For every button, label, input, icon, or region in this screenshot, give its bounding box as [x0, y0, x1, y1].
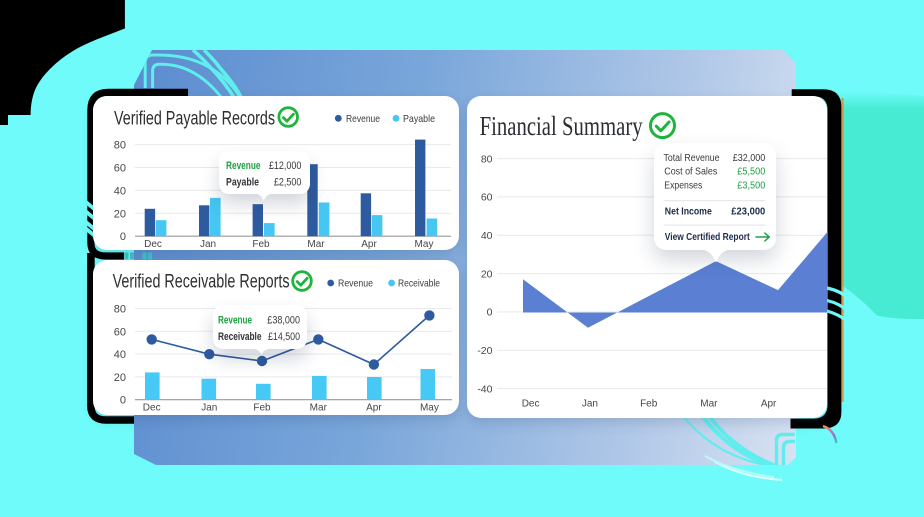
svg-text:Apr: Apr: [366, 403, 382, 414]
svg-text:£32,000: £32,000: [733, 153, 766, 164]
svg-text:Jan: Jan: [582, 399, 598, 410]
svg-text:Revenue: Revenue: [346, 113, 380, 125]
svg-text:Receivable: Receivable: [218, 331, 262, 343]
svg-text:60: 60: [481, 192, 493, 204]
svg-text:20: 20: [114, 208, 126, 220]
svg-text:Mar: Mar: [307, 239, 325, 250]
svg-text:Feb: Feb: [640, 399, 658, 410]
svg-text:£3,500: £3,500: [737, 181, 765, 192]
svg-text:60: 60: [114, 326, 126, 338]
svg-text:£12,000: £12,000: [269, 160, 302, 172]
svg-text:Revenue: Revenue: [226, 160, 261, 172]
svg-text:Dec: Dec: [143, 403, 161, 414]
svg-text:Cost of Sales: Cost of Sales: [664, 167, 717, 178]
svg-text:Dec: Dec: [144, 239, 162, 250]
svg-text:Jan: Jan: [200, 239, 216, 250]
svg-text:80: 80: [481, 153, 493, 165]
svg-text:£2,500: £2,500: [274, 177, 302, 189]
svg-text:40: 40: [481, 230, 493, 242]
svg-text:Payable: Payable: [403, 113, 435, 125]
svg-text:80: 80: [114, 140, 126, 152]
svg-text:Apr: Apr: [761, 399, 777, 410]
svg-text:May: May: [415, 239, 434, 250]
svg-text:80: 80: [114, 304, 126, 316]
svg-text:Total Revenue: Total Revenue: [664, 153, 720, 164]
svg-text:-40: -40: [477, 383, 492, 395]
svg-text:View Certified Report: View Certified Report: [665, 231, 750, 243]
svg-text:£5,500: £5,500: [737, 167, 765, 178]
svg-text:Payable: Payable: [226, 177, 259, 189]
svg-text:Verified Payable Records: Verified Payable Records: [114, 109, 275, 130]
svg-text:Jan: Jan: [201, 403, 217, 414]
svg-text:£14,500: £14,500: [268, 331, 300, 343]
svg-text:£23,000: £23,000: [731, 206, 765, 218]
svg-text:20: 20: [481, 268, 493, 280]
svg-text:0: 0: [487, 307, 493, 319]
svg-text:0: 0: [120, 395, 126, 407]
svg-text:40: 40: [114, 185, 126, 197]
svg-text:Financial Summary: Financial Summary: [480, 111, 643, 141]
svg-text:Expenses: Expenses: [664, 181, 702, 192]
svg-text:Feb: Feb: [253, 403, 271, 414]
svg-text:0: 0: [120, 231, 126, 243]
svg-text:£38,000: £38,000: [267, 315, 300, 327]
svg-text:Verified Receivable Reports: Verified Receivable Reports: [113, 272, 290, 293]
svg-text:Receivable: Receivable: [398, 278, 440, 290]
svg-text:Mar: Mar: [700, 399, 718, 410]
svg-text:May: May: [420, 403, 439, 414]
svg-text:Net Income: Net Income: [665, 206, 712, 218]
svg-text:Mar: Mar: [310, 403, 328, 414]
svg-text:Feb: Feb: [252, 239, 270, 250]
svg-text:Revenue: Revenue: [338, 278, 373, 290]
svg-text:Apr: Apr: [361, 239, 377, 250]
svg-text:-20: -20: [477, 345, 492, 357]
svg-text:40: 40: [114, 349, 126, 361]
svg-text:60: 60: [114, 163, 126, 175]
svg-text:Dec: Dec: [522, 399, 540, 410]
svg-text:Revenue: Revenue: [218, 315, 252, 327]
svg-text:20: 20: [114, 372, 126, 384]
